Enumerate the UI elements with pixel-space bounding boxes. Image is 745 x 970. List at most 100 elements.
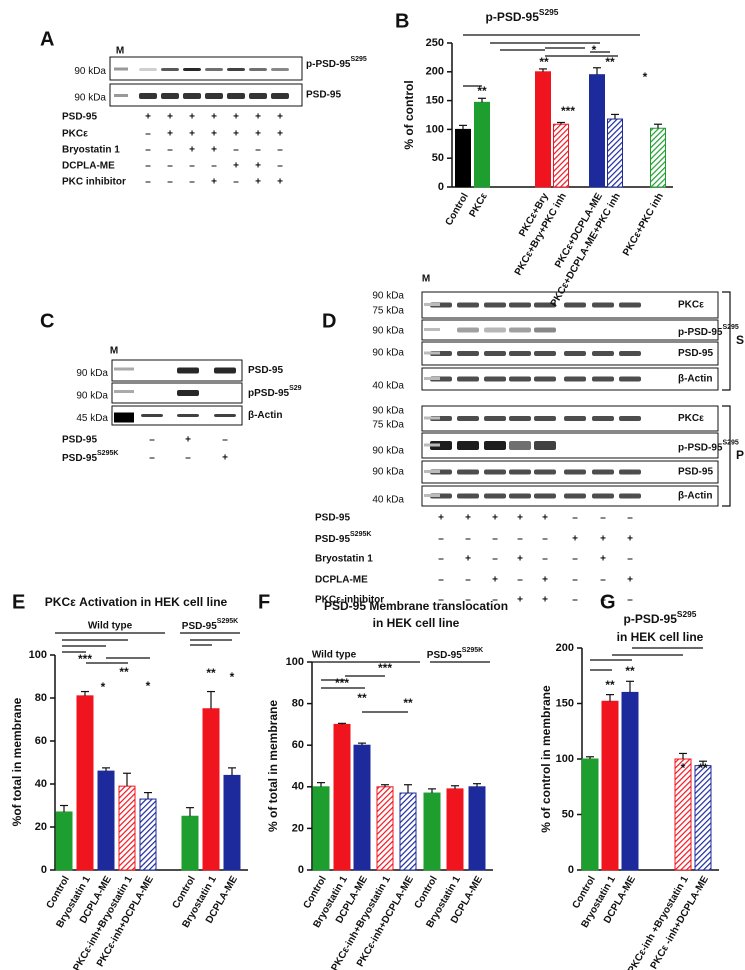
condition-sign: + (277, 129, 283, 140)
band (592, 416, 614, 421)
error-bar (381, 784, 389, 787)
condition-label: PKC inhibitor (62, 177, 126, 188)
panel-label: C (40, 310, 54, 332)
y-tick-label: 200 (556, 642, 574, 654)
band (592, 376, 614, 382)
band (214, 414, 236, 417)
y-tick-label: 60 (35, 735, 47, 747)
band-label: β-Actin (678, 491, 712, 502)
bar (468, 786, 486, 871)
condition-label: PKCε-inhibitor (315, 595, 384, 606)
bar (423, 792, 441, 871)
band (430, 441, 452, 450)
condition-sign: + (222, 453, 228, 464)
kda-label: 90 kDa (74, 66, 106, 77)
fraction-bracket (722, 291, 731, 391)
condition-label: DCPLA-ME (315, 575, 368, 586)
condition-sign: – (167, 177, 173, 188)
condition-sign: + (255, 161, 261, 172)
error-bar (539, 68, 547, 72)
chart-title-base: p-PSD-95 (486, 10, 540, 24)
condition-sign: – (627, 595, 633, 606)
band-label: β-Actin (678, 374, 712, 385)
band (619, 416, 641, 421)
band-label: p-PSD-95S295 (678, 324, 739, 338)
kda-label: 90 kDa (74, 93, 106, 104)
kda-label: 90 kDa (372, 291, 404, 302)
band (509, 469, 531, 475)
significance-label: *** (378, 661, 392, 675)
significance-label: *** (561, 104, 575, 118)
marker-band (424, 351, 440, 355)
chart-title: PSD-95 Membrane translocation (324, 599, 508, 613)
group-label-base: PSD-95 (182, 621, 217, 632)
y-tick-label: 150 (556, 697, 574, 709)
band-label-sup: S295 (350, 56, 366, 63)
error-bar (338, 722, 346, 725)
condition-label-base: PSD-95 (62, 453, 97, 464)
condition-label: Bryostatin 1 (62, 145, 120, 156)
chart-title: in HEK cell line (617, 630, 704, 644)
condition-sign: – (600, 513, 606, 524)
y-tick-label: 0 (438, 181, 444, 193)
error-bar (459, 124, 467, 130)
error-bar (654, 123, 662, 129)
error-bar (404, 784, 412, 794)
error-bar (473, 783, 481, 787)
condition-sign: + (465, 513, 471, 524)
group-label: Wild type (88, 621, 133, 632)
chart-title-sup: S295 (539, 7, 559, 17)
x-tick-label: Control (444, 191, 471, 227)
y-tick-label: 80 (35, 692, 47, 704)
band (509, 376, 531, 382)
condition-sign: + (438, 513, 444, 524)
band-label: PSD-95 (678, 348, 713, 359)
group-label-sup: S295K (217, 618, 238, 625)
y-tick-label: 0 (298, 864, 304, 876)
chart-title: PKCε Activation in HEK cell line (45, 595, 228, 609)
bar (97, 770, 115, 871)
condition-sign: – (542, 534, 548, 545)
error-bar (593, 67, 601, 75)
condition-sign: – (189, 161, 195, 172)
band (205, 68, 223, 71)
condition-sign: + (517, 554, 523, 565)
y-tick-label: 100 (29, 649, 47, 661)
y-tick-label: 100 (426, 123, 444, 135)
fraction-bracket (722, 405, 731, 507)
significance-label: ** (605, 678, 615, 692)
marker-band (114, 412, 134, 423)
marker-band (424, 416, 440, 420)
bar (694, 765, 712, 871)
bar (353, 744, 371, 871)
band (249, 68, 267, 71)
condition-sign: + (277, 112, 283, 123)
band (183, 93, 201, 99)
significance-label: * (592, 43, 597, 57)
band (177, 367, 199, 374)
band-label-sup: S29 (289, 385, 302, 392)
kda-label: 90 kDa (76, 391, 108, 402)
bar (674, 758, 692, 871)
error-bar (586, 756, 594, 759)
condition-sign: – (492, 554, 498, 565)
y-tick-label: 60 (292, 739, 304, 751)
condition-sign: – (600, 595, 606, 606)
significance-label: ** (206, 666, 216, 680)
bar (76, 695, 94, 871)
condition-sign: – (185, 453, 191, 464)
condition-sign: – (189, 177, 195, 188)
band (177, 414, 199, 417)
band (619, 351, 641, 356)
condition-sign: – (167, 161, 173, 172)
band (484, 376, 506, 382)
bar (650, 127, 666, 188)
band (457, 327, 479, 333)
condition-sign: + (627, 534, 633, 545)
error-bar (123, 772, 131, 787)
condition-sign: – (438, 575, 444, 586)
condition-label-base: PSD-95 (315, 534, 350, 545)
chart-title: p-PSD-95S295 (486, 7, 559, 24)
bar (181, 815, 199, 871)
